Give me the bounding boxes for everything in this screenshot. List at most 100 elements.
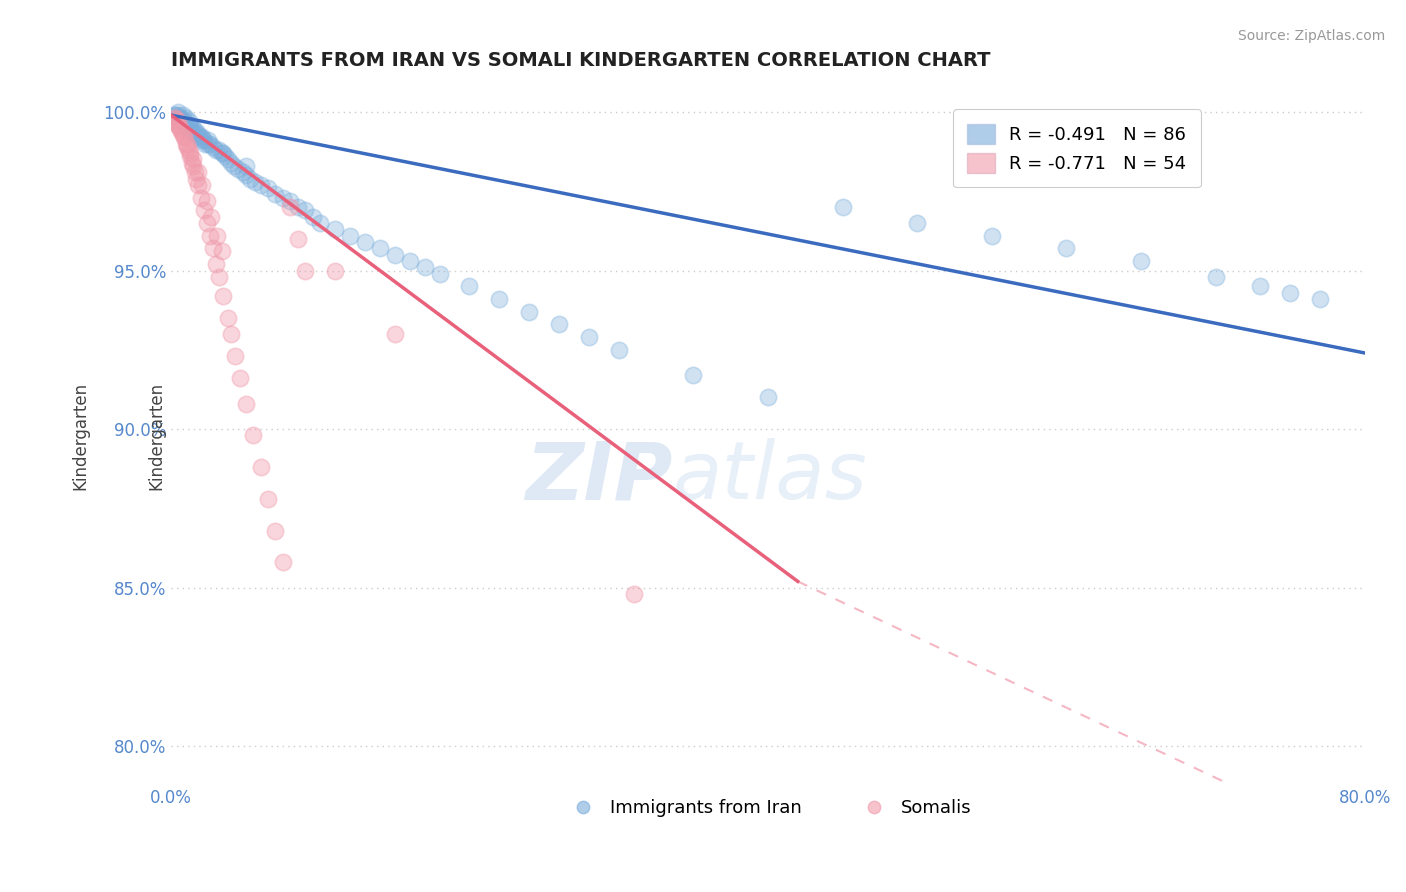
Point [194, 136, 217, 151]
Point [184, 165, 207, 179]
Point [188, 130, 211, 145]
Point [211, 146, 233, 161]
Point [211, 244, 233, 259]
Point [217, 311, 239, 326]
Point [228, 371, 250, 385]
Point [172, 127, 194, 141]
Point [179, 146, 201, 161]
Point [193, 203, 215, 218]
Point [201, 140, 224, 154]
Point [187, 178, 209, 192]
Point [232, 165, 254, 179]
Point [174, 112, 197, 126]
Text: Source: ZipAtlas.com: Source: ZipAtlas.com [1237, 29, 1385, 43]
Point [831, 200, 853, 214]
Point [170, 114, 193, 128]
Point [180, 124, 202, 138]
Point [163, 114, 186, 128]
Point [1309, 292, 1331, 306]
Point [323, 222, 346, 236]
Point [1249, 279, 1271, 293]
Point [190, 190, 212, 204]
Point [257, 491, 280, 506]
Point [195, 194, 218, 208]
Point [354, 235, 377, 249]
Point [170, 114, 193, 128]
Point [195, 216, 218, 230]
Point [183, 124, 205, 138]
Point [165, 112, 187, 126]
Point [177, 118, 200, 132]
Point [294, 263, 316, 277]
Point [243, 175, 266, 189]
Point [174, 136, 197, 151]
Point [249, 460, 271, 475]
Point [623, 587, 645, 601]
Point [183, 120, 205, 135]
Point [204, 257, 226, 271]
Point [190, 130, 212, 145]
Point [756, 391, 779, 405]
Point [166, 112, 188, 126]
Point [607, 343, 630, 357]
Point [174, 118, 197, 132]
Point [180, 155, 202, 169]
Point [682, 368, 704, 383]
Point [200, 210, 222, 224]
Point [488, 292, 510, 306]
Text: IMMIGRANTS FROM IRAN VS SOMALI KINDERGARTEN CORRELATION CHART: IMMIGRANTS FROM IRAN VS SOMALI KINDERGAR… [172, 51, 990, 70]
Point [235, 169, 257, 183]
Point [208, 143, 231, 157]
Point [271, 190, 294, 204]
Point [429, 267, 451, 281]
Point [207, 228, 229, 243]
Point [176, 140, 198, 154]
Point [173, 114, 195, 128]
Point [235, 159, 257, 173]
Point [167, 114, 190, 128]
Point [905, 216, 928, 230]
Point [368, 241, 391, 255]
Point [198, 136, 221, 151]
Point [177, 143, 200, 157]
Point [222, 159, 245, 173]
Point [167, 108, 190, 122]
Point [166, 118, 188, 132]
Point [287, 200, 309, 214]
Text: ZIP: ZIP [524, 438, 672, 516]
Point [204, 143, 226, 157]
Point [186, 124, 208, 138]
Point [201, 241, 224, 255]
Point [309, 216, 332, 230]
Point [177, 114, 200, 128]
Point [323, 263, 346, 277]
Point [413, 260, 436, 275]
Point [301, 210, 323, 224]
Point [1279, 285, 1302, 300]
Point [170, 124, 193, 138]
Point [280, 200, 302, 214]
Point [167, 118, 190, 132]
Point [176, 136, 198, 151]
Point [224, 349, 246, 363]
Point [169, 112, 191, 126]
Point [384, 247, 406, 261]
Point [187, 127, 209, 141]
Point [170, 124, 193, 138]
Point [183, 153, 205, 167]
Point [198, 228, 221, 243]
Point [239, 171, 262, 186]
Point [219, 155, 242, 169]
Y-axis label: Kindergarten: Kindergarten [148, 382, 166, 490]
Point [1130, 254, 1153, 268]
Point [173, 130, 195, 145]
Point [339, 228, 361, 243]
Y-axis label: Kindergarten: Kindergarten [72, 382, 89, 490]
Point [249, 178, 271, 192]
Point [191, 178, 214, 192]
Point [173, 130, 195, 145]
Point [517, 304, 540, 318]
Point [264, 187, 287, 202]
Point [458, 279, 481, 293]
Point [280, 194, 302, 208]
